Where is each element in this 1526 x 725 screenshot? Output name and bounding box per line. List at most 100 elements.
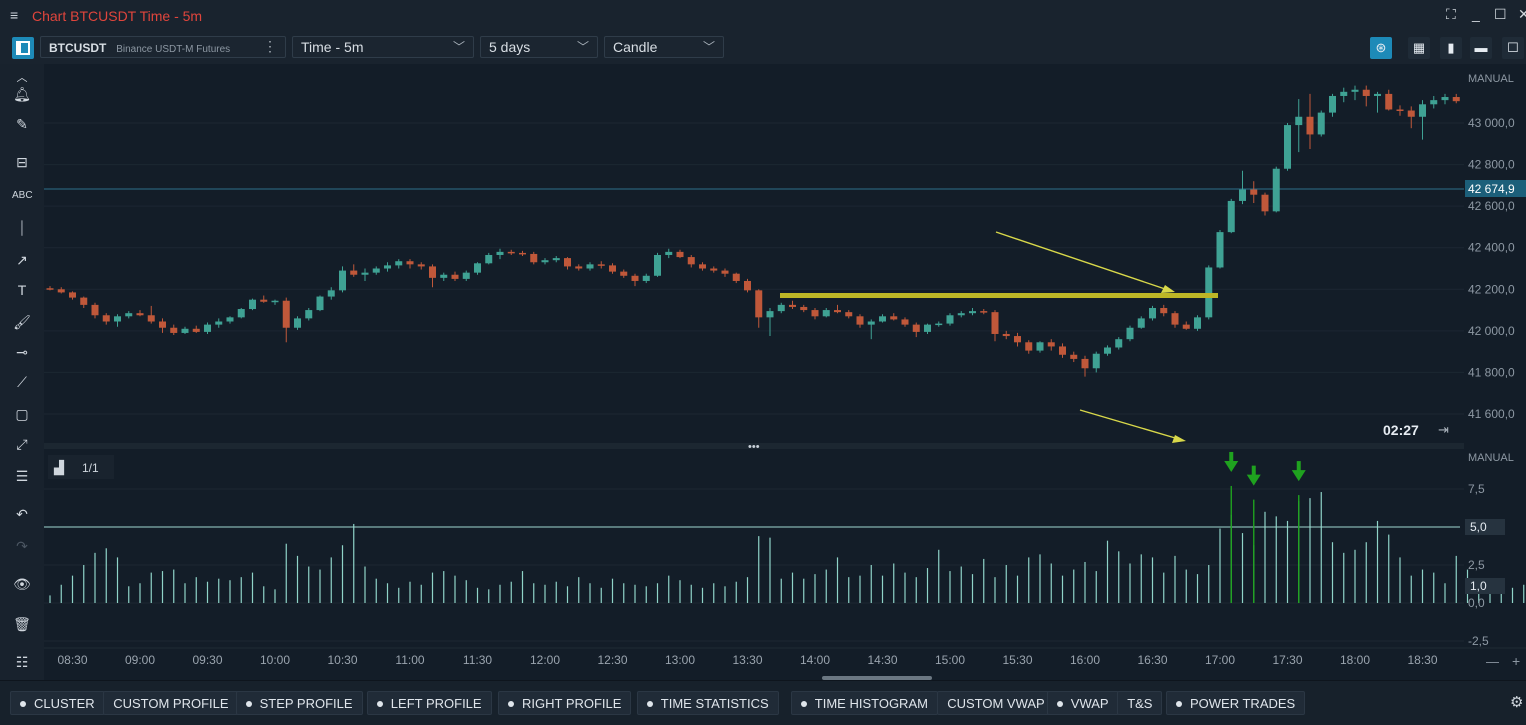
- tab-power-trades[interactable]: POWER TRADES: [1166, 691, 1306, 715]
- candle-up: [1104, 347, 1111, 354]
- objects-list-icon[interactable]: ☰: [15, 468, 29, 484]
- measure-icon[interactable]: ⤢: [16, 436, 28, 452]
- period-select[interactable]: 5 days ﹀: [480, 36, 598, 58]
- scroll-up-icon[interactable]: ︿: [16, 72, 28, 84]
- candle-up: [1295, 116, 1303, 126]
- tab-right-profile[interactable]: RIGHT PROFILE: [498, 691, 632, 715]
- candle-down: [856, 316, 864, 325]
- undo-icon[interactable]: ↶: [16, 506, 28, 522]
- alerts-icon[interactable]: ⊛: [1370, 37, 1392, 59]
- candle-up: [665, 251, 673, 255]
- candle-up: [1205, 267, 1213, 318]
- layout-icon[interactable]: ☐: [1502, 37, 1524, 59]
- tab-custom-profile[interactable]: CUSTOM PROFILE: [103, 691, 239, 715]
- arrow-line-icon[interactable]: ↗: [16, 252, 28, 268]
- vertical-line-icon[interactable]: ⏐: [18, 220, 26, 236]
- price-tick-label: 42 600,0: [1468, 199, 1515, 213]
- tab-label: CLUSTER: [34, 696, 95, 711]
- tab-label: RIGHT PROFILE: [522, 696, 622, 711]
- period-value: 5 days: [489, 39, 531, 55]
- time-tick-label: 14:00: [800, 653, 830, 667]
- price-tick-label: 42 200,0: [1468, 282, 1515, 296]
- indicator-tick-label: -2,5: [1468, 634, 1489, 648]
- tab-vwap[interactable]: VWAP: [1046, 691, 1119, 715]
- candle-down: [429, 266, 436, 278]
- hamburger-icon[interactable]: ≡: [10, 7, 19, 23]
- eye-icon[interactable]: 👁︎: [13, 576, 31, 592]
- fullscreen-icon[interactable]: ⛶: [1446, 6, 1456, 22]
- indicator-legend[interactable]: [48, 455, 114, 479]
- candle-down: [1059, 346, 1066, 355]
- tab-time-histogram[interactable]: TIME HISTOGRAM: [790, 691, 938, 715]
- candle-up: [969, 311, 976, 314]
- horizontal-ray-icon[interactable]: ⊸: [16, 344, 28, 360]
- trash-icon[interactable]: 🗑︎: [13, 616, 31, 632]
- chart-type-select[interactable]: Candle ﹀: [604, 36, 724, 58]
- price-axis[interactable]: [1464, 64, 1526, 444]
- candle-down: [744, 280, 751, 291]
- more-icon[interactable]: ⋮: [263, 38, 277, 54]
- sidebar-toggle-icon[interactable]: [12, 37, 34, 59]
- redo-icon[interactable]: ↷: [16, 538, 28, 554]
- list-icon[interactable]: ☷: [15, 654, 29, 670]
- pane-resize-handle-icon[interactable]: •••: [748, 441, 760, 453]
- tab-t-s[interactable]: T&S: [1117, 691, 1163, 715]
- time-tick-label: 09:30: [192, 653, 222, 667]
- tab-time-statistics[interactable]: TIME STATISTICS: [636, 691, 779, 715]
- candle-down: [192, 328, 200, 332]
- time-axis[interactable]: 08:30 09:00 09:30 10:00 10:30 11:00 11:30 12:00…: [57, 653, 1437, 667]
- pane-separator[interactable]: [44, 443, 1464, 449]
- chevron-down-icon: ﹀: [702, 40, 715, 54]
- annotation-arrow[interactable]: [995, 231, 1175, 293]
- candle-down: [564, 258, 571, 267]
- zoom-in-icon[interactable]: +: [1512, 653, 1520, 669]
- candle-down: [507, 251, 515, 254]
- volume-series: [49, 492, 1525, 603]
- pencil-icon[interactable]: ✎: [16, 116, 28, 132]
- text-icon[interactable]: T: [17, 282, 27, 298]
- rectangle-icon[interactable]: ▢: [15, 406, 29, 422]
- tab-custom-vwap[interactable]: CUSTOM VWAP: [937, 691, 1055, 715]
- keyboard-icon[interactable]: ▦: [1408, 37, 1430, 59]
- scroll-to-end-icon[interactable]: ⇥: [1438, 422, 1449, 437]
- bell-icon[interactable]: 🔔︎: [13, 86, 31, 102]
- mouse-icon[interactable]: ▮: [1440, 37, 1462, 59]
- tab-left-profile[interactable]: LEFT PROFILE: [366, 691, 492, 715]
- indicator-grid: [44, 488, 1464, 642]
- time-tick-label: 11:30: [463, 653, 492, 667]
- tab-step-profile[interactable]: STEP PROFILE: [235, 691, 363, 715]
- minimize-icon[interactable]: _: [1472, 6, 1480, 22]
- time-tick-label: 12:00: [530, 653, 560, 667]
- brush-icon[interactable]: 🖌︎: [13, 314, 31, 330]
- abc-label-icon[interactable]: ABC: [12, 190, 33, 201]
- close-icon[interactable]: ✕: [1518, 6, 1526, 22]
- template-icon[interactable]: ▬: [1470, 37, 1492, 59]
- candle-down: [834, 310, 841, 313]
- settings-gear-icon[interactable]: ⚙: [1510, 694, 1524, 711]
- time-tick-label: 10:00: [260, 653, 290, 667]
- chart-canvas[interactable]: MANUAL 43 000,042 800,042 600,042 400,04…: [44, 64, 1526, 680]
- zoom-out-icon[interactable]: —: [1486, 654, 1499, 669]
- candle-down: [789, 304, 796, 307]
- horizontal-scrollbar[interactable]: [822, 676, 932, 680]
- ruler-icon[interactable]: ⊟: [16, 154, 28, 170]
- maximize-icon[interactable]: ☐: [1494, 6, 1507, 22]
- candle-up: [181, 328, 189, 333]
- trend-line-icon[interactable]: ⟋: [17, 374, 27, 390]
- annotation-arrow[interactable]: [1079, 409, 1186, 443]
- indicator-axis-mode[interactable]: MANUAL: [1468, 452, 1514, 464]
- candle-down: [1250, 189, 1258, 195]
- tab-cluster[interactable]: CLUSTER: [10, 691, 105, 715]
- symbol-selector[interactable]: BTCUSDT Binance USDT-M Futures ⋮: [40, 36, 286, 58]
- indicator-bars-icon: ▟: [53, 459, 65, 476]
- timeframe-value: Time - 5m: [301, 39, 364, 55]
- candle-up: [271, 300, 279, 303]
- current-price-label: 42 674,9: [1468, 182, 1515, 196]
- candle-down: [1171, 313, 1179, 325]
- timeframe-select[interactable]: Time - 5m ﹀: [292, 36, 474, 58]
- tab-label: TIME STATISTICS: [660, 696, 769, 711]
- candle-down: [1070, 354, 1078, 359]
- price-axis-mode[interactable]: MANUAL: [1468, 73, 1514, 85]
- candle-up: [1272, 168, 1280, 212]
- candle-down: [732, 273, 740, 281]
